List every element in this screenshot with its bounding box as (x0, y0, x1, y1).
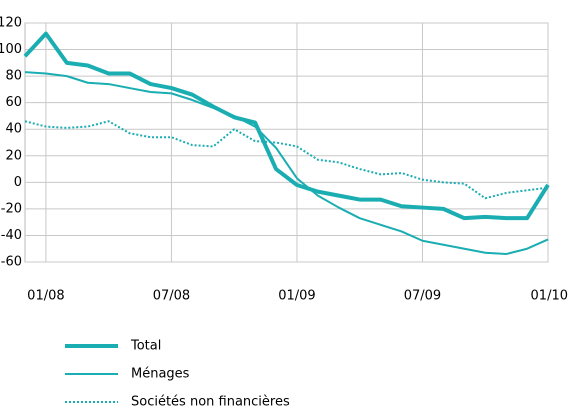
y-tick-label: 20 (5, 148, 22, 163)
legend-label: Sociétés non financières (131, 395, 290, 410)
series-line (24, 71, 549, 256)
y-tick-label: 100 (0, 42, 22, 57)
x-tick-label: 01/09 (278, 289, 315, 304)
y-tick-label: 120 (0, 16, 22, 31)
x-tick-label: 01/08 (27, 289, 64, 304)
plot-frame (24, 22, 549, 263)
series-line (24, 120, 549, 200)
y-tick-label: -40 (1, 228, 22, 243)
y-tick-label: 80 (5, 69, 22, 84)
y-tick-label: -60 (1, 255, 22, 270)
legend-label: Ménages (131, 367, 190, 382)
y-tick-label: 60 (5, 95, 22, 110)
legend-label: Total (130, 339, 161, 354)
y-tick-label: 40 (5, 122, 22, 137)
y-tick-label: 0 (14, 175, 22, 190)
x-tick-label: 07/08 (153, 289, 190, 304)
x-tick-label: 01/10 (531, 289, 568, 304)
x-tick-label: 07/09 (404, 289, 441, 304)
y-tick-label: -20 (1, 201, 22, 216)
series-line (23, 31, 550, 221)
